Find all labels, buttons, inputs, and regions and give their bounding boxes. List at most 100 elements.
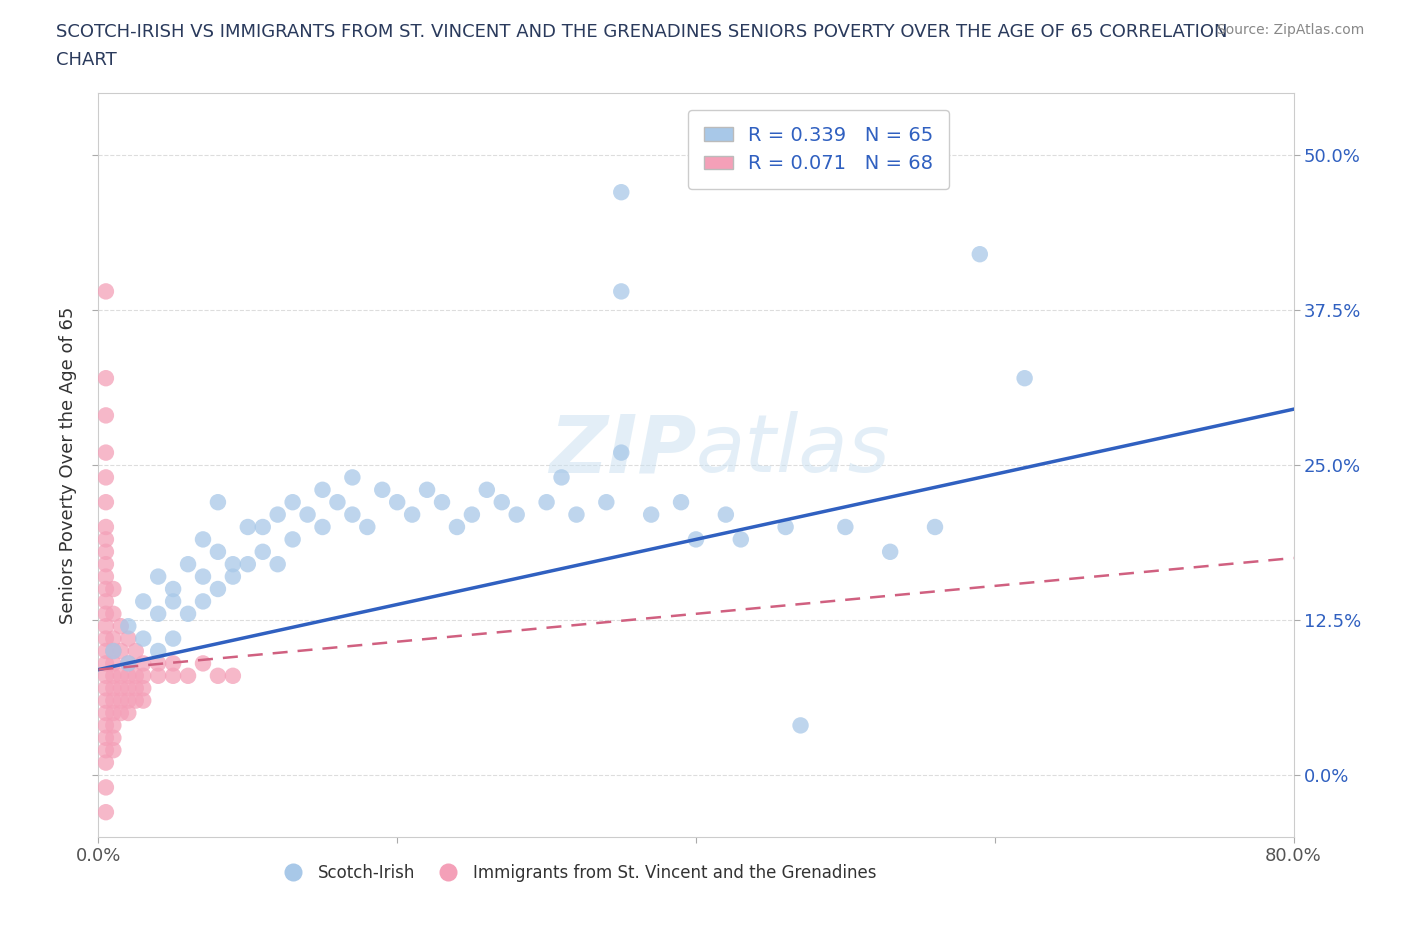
Point [103,730,125,745]
Point [281,532,304,547]
Point [401,507,423,522]
Point [162,656,184,671]
Point [595,495,617,510]
Point [132,656,155,671]
Point [117,706,139,721]
Point [103,743,125,758]
Point [236,557,259,572]
Text: CHART: CHART [56,51,117,69]
Point [94,594,117,609]
Point [103,631,125,646]
Point [110,693,132,708]
Point [94,520,117,535]
Point [162,631,184,646]
Point [103,693,125,708]
Point [103,644,125,658]
Point [207,495,229,510]
Point [94,371,117,386]
Point [236,520,259,535]
Point [550,470,572,485]
Point [94,495,117,510]
Point [117,618,139,633]
Point [148,669,170,684]
Point [685,532,707,547]
Point [125,669,148,684]
Point [222,569,245,584]
Point [117,669,139,684]
Point [94,569,117,584]
Point [110,618,132,633]
Point [94,581,117,596]
Point [162,669,184,684]
Point [1014,371,1036,386]
Point [565,507,588,522]
Point [371,483,394,498]
Point [94,730,117,745]
Point [191,569,214,584]
Point [103,606,125,621]
Text: ZIP: ZIP [548,411,696,489]
Point [148,644,170,658]
Point [125,644,148,658]
Point [297,507,319,522]
Point [94,681,117,696]
Point [491,495,513,510]
Point [110,644,132,658]
Point [94,532,117,547]
Point [311,483,333,498]
Point [103,681,125,696]
Point [117,693,139,708]
Point [132,693,155,708]
Point [103,581,125,596]
Point [110,706,132,721]
Point [669,495,692,510]
Point [110,669,132,684]
Point [461,507,484,522]
Point [879,544,901,559]
Point [969,246,991,261]
Point [789,718,811,733]
Point [191,656,214,671]
Point [94,631,117,646]
Point [281,495,304,510]
Point [191,532,214,547]
Point [207,544,229,559]
Point [103,656,125,671]
Point [640,507,662,522]
Point [94,445,117,460]
Point [148,606,170,621]
Point [103,718,125,733]
Point [94,669,117,684]
Legend: Scotch-Irish, Immigrants from St. Vincent and the Grenadines: Scotch-Irish, Immigrants from St. Vincen… [270,857,883,888]
Point [475,483,498,498]
Point [177,557,200,572]
Point [610,185,633,200]
Point [94,693,117,708]
Point [342,470,364,485]
Point [132,669,155,684]
Point [714,507,737,522]
Point [94,804,117,819]
Point [125,693,148,708]
Point [207,669,229,684]
Text: SCOTCH-IRISH VS IMMIGRANTS FROM ST. VINCENT AND THE GRENADINES SENIORS POVERTY O: SCOTCH-IRISH VS IMMIGRANTS FROM ST. VINC… [56,23,1227,41]
Point [94,284,117,299]
Point [267,507,290,522]
Point [222,669,245,684]
Point [252,520,274,535]
Point [94,408,117,423]
Point [94,470,117,485]
Point [148,569,170,584]
Point [342,507,364,522]
Point [730,532,752,547]
Point [610,284,633,299]
Point [207,581,229,596]
Point [94,644,117,658]
Point [430,495,453,510]
Point [94,706,117,721]
Point [610,445,633,460]
Point [94,606,117,621]
Point [94,618,117,633]
Point [117,656,139,671]
Point [191,594,214,609]
